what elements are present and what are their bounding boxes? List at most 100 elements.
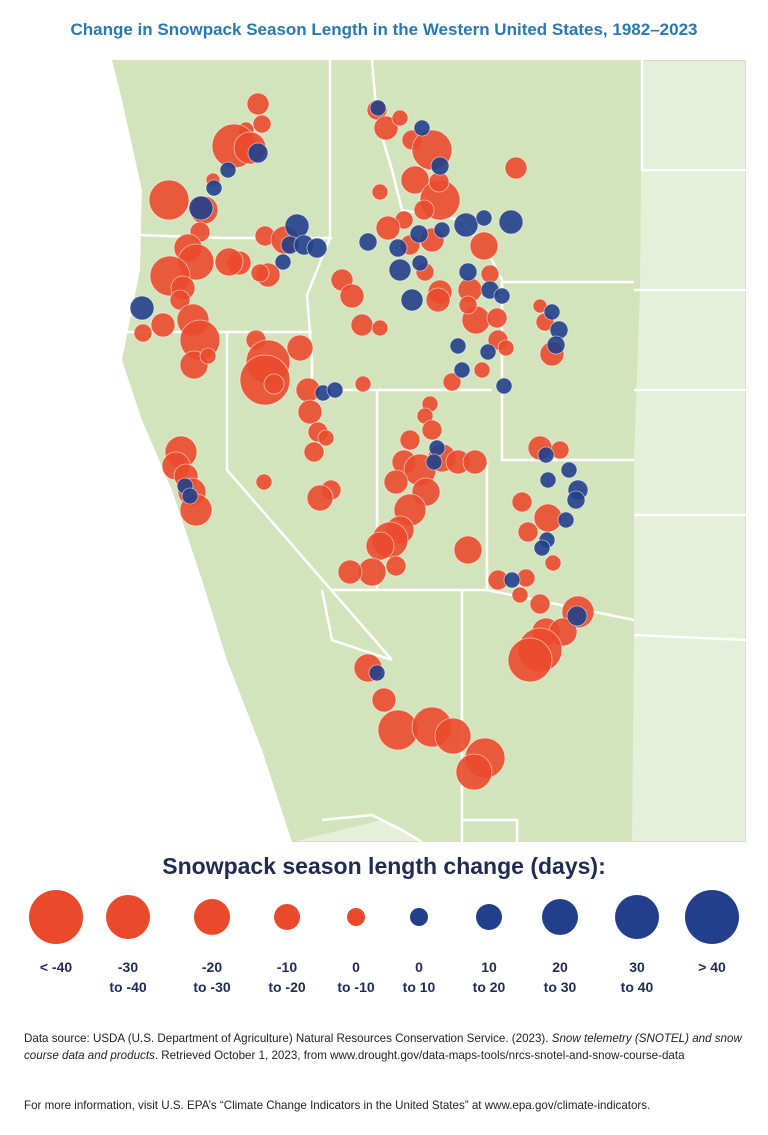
- site-markers: [129, 92, 595, 791]
- map-title: Change in Snowpack Season Length in the …: [70, 20, 698, 39]
- site-marker: [458, 262, 478, 282]
- site-marker: [453, 361, 471, 379]
- site-marker: [479, 343, 497, 361]
- site-marker: [507, 637, 553, 683]
- site-marker: [368, 664, 386, 682]
- site-marker: [181, 487, 199, 505]
- site-marker: [337, 559, 363, 585]
- site-marker: [462, 449, 488, 475]
- site-marker: [354, 375, 372, 393]
- legend-symbol: [476, 904, 502, 930]
- site-marker: [199, 347, 217, 365]
- legend-title: Snowpack season length change (days):: [162, 853, 606, 879]
- site-marker: [188, 195, 214, 221]
- legend-label: to 30: [544, 979, 577, 995]
- site-marker: [480, 264, 500, 284]
- site-marker: [129, 295, 155, 321]
- legend-label: to 20: [473, 979, 506, 995]
- site-marker: [546, 335, 566, 355]
- legend-label: -30: [118, 959, 138, 975]
- site-marker: [413, 199, 435, 221]
- site-marker: [350, 313, 374, 337]
- site-marker: [511, 491, 533, 513]
- site-marker: [493, 287, 511, 305]
- site-marker: [371, 183, 389, 201]
- legend-label: -10: [277, 959, 297, 975]
- legend-symbol: [274, 904, 300, 930]
- legend-label: to -30: [193, 979, 231, 995]
- site-marker: [373, 115, 399, 141]
- legend-symbol: [347, 908, 365, 926]
- source-lead: Data source: USDA (U.S. Department of Ag…: [24, 1032, 552, 1045]
- site-marker: [306, 237, 328, 259]
- site-marker: [326, 381, 344, 399]
- site-marker: [434, 717, 472, 755]
- legend-label: > 40: [698, 959, 726, 975]
- site-marker: [517, 521, 539, 543]
- legend-symbol: [194, 899, 230, 935]
- legend-label: < -40: [40, 959, 73, 975]
- site-marker: [150, 312, 176, 338]
- site-marker: [430, 156, 450, 176]
- site-marker: [317, 429, 335, 447]
- site-marker: [358, 232, 378, 252]
- site-marker: [475, 209, 493, 227]
- source-work: Snow telemetry (SNOTEL) and snow course …: [24, 1032, 742, 1062]
- site-marker: [544, 554, 562, 572]
- legend-symbol: [410, 908, 428, 926]
- site-marker: [297, 399, 323, 425]
- site-marker: [400, 288, 424, 312]
- legend-symbol: [542, 899, 578, 935]
- site-marker: [421, 419, 443, 441]
- site-marker: [511, 586, 529, 604]
- site-marker: [391, 109, 409, 127]
- site-marker: [339, 283, 365, 309]
- site-marker: [286, 334, 314, 362]
- site-marker: [388, 258, 412, 282]
- legend-label: 10: [481, 959, 497, 975]
- legend-label: -20: [202, 959, 222, 975]
- site-marker: [205, 179, 223, 197]
- site-marker: [543, 303, 561, 321]
- site-marker: [247, 142, 269, 164]
- legend-label: 20: [552, 959, 568, 975]
- source-tail: . Retrieved October 1, 2023, from www.dr…: [154, 1049, 685, 1062]
- site-marker: [566, 490, 586, 510]
- site-marker: [442, 372, 462, 392]
- site-marker: [425, 453, 443, 471]
- legend-label: to 40: [621, 979, 654, 995]
- source-note: Data source: USDA (U.S. Department of Ag…: [24, 1030, 746, 1064]
- site-marker: [411, 254, 429, 272]
- site-marker: [458, 295, 478, 315]
- legend: Snowpack season length change (days): < …: [29, 853, 739, 995]
- site-marker: [425, 287, 451, 313]
- more-info: For more information, visit U.S. EPA’s “…: [24, 1099, 651, 1112]
- site-marker: [533, 539, 551, 557]
- site-marker: [255, 473, 273, 491]
- site-marker: [388, 238, 408, 258]
- legend-label: 0: [352, 959, 360, 975]
- site-marker: [252, 114, 272, 134]
- site-marker: [371, 319, 389, 337]
- site-marker: [537, 446, 555, 464]
- site-marker: [433, 221, 451, 239]
- site-marker: [469, 231, 499, 261]
- site-marker: [428, 439, 446, 457]
- site-marker: [539, 471, 557, 489]
- site-marker: [409, 224, 429, 244]
- site-marker: [371, 687, 397, 713]
- site-marker: [263, 373, 285, 395]
- site-marker: [169, 289, 191, 311]
- site-marker: [306, 484, 334, 512]
- legend-symbol: [685, 890, 739, 944]
- site-marker: [533, 503, 563, 533]
- site-marker: [303, 441, 325, 463]
- site-marker: [453, 535, 483, 565]
- legend-label: 0: [415, 959, 423, 975]
- site-marker: [274, 253, 292, 271]
- site-marker: [383, 469, 409, 495]
- site-marker: [214, 247, 244, 277]
- legend-label: to -20: [268, 979, 306, 995]
- site-marker: [473, 361, 491, 379]
